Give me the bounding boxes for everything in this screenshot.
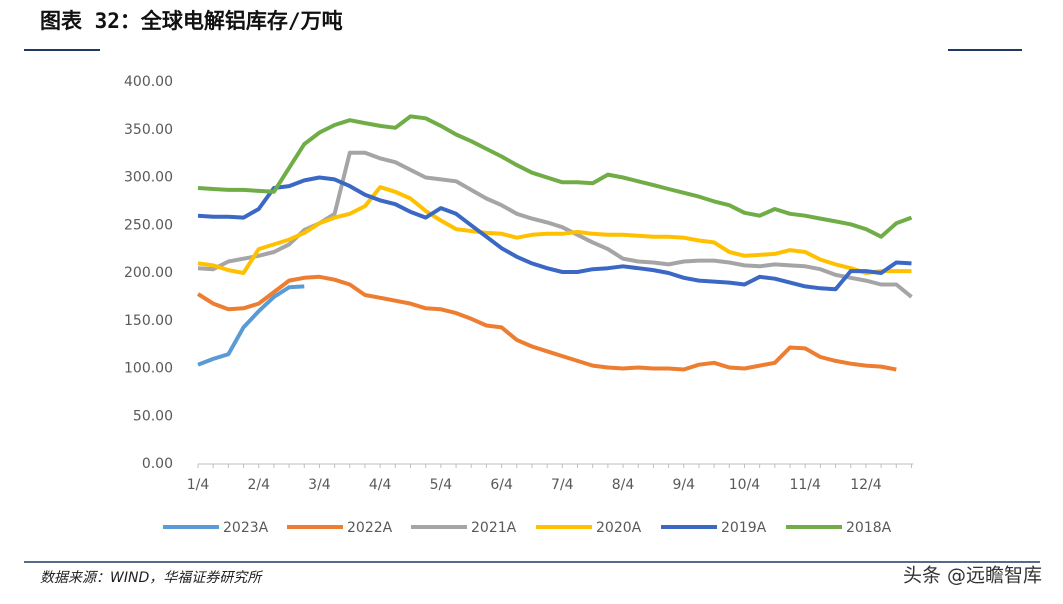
y-tick-label: 150.00 [124, 313, 173, 329]
legend-label: 2020A [596, 520, 642, 536]
x-tick-label: 11/4 [789, 477, 821, 493]
x-tick-label: 12/4 [850, 477, 882, 493]
y-tick-label: 200.00 [124, 265, 173, 281]
chart-title: 图表 32：全球电解铝库存/万吨 [40, 9, 343, 33]
x-tick-label: 8/4 [612, 477, 635, 493]
legend-label: 2019A [721, 520, 767, 536]
x-tick-label: 4/4 [369, 477, 392, 493]
watermark: 头条 @远瞻智库 [903, 565, 1042, 587]
series-line [197, 284, 305, 367]
x-tick-label: 1/4 [187, 477, 210, 493]
series-line [197, 114, 913, 239]
source: 数据来源：WIND，华福证券研究所 [40, 570, 263, 586]
x-tick-label: 9/4 [672, 477, 695, 493]
legend-label: 2018A [846, 520, 892, 536]
x-tick-label: 6/4 [490, 477, 513, 493]
legend-label: 2021A [471, 520, 517, 536]
legend-label: 2022A [347, 520, 393, 536]
x-tick-label: 7/4 [551, 477, 574, 493]
series-line [197, 150, 913, 299]
series-line [197, 185, 912, 275]
y-tick-label: 0.00 [142, 456, 173, 472]
y-tick-label: 300.00 [124, 170, 173, 186]
y-tick-label: 250.00 [124, 217, 173, 233]
x-tick-label: 3/4 [308, 477, 331, 493]
y-tick-label: 50.00 [133, 408, 173, 424]
x-tick-label: 10/4 [729, 477, 761, 493]
x-tick-label: 5/4 [430, 477, 453, 493]
x-tick-label: 2/4 [247, 477, 270, 493]
series-line [197, 175, 912, 292]
y-tick-label: 350.00 [124, 122, 173, 138]
y-tick-label: 400.00 [124, 74, 173, 90]
legend-label: 2023A [223, 520, 269, 536]
series-line [196, 274, 897, 372]
y-tick-label: 100.00 [124, 361, 173, 377]
